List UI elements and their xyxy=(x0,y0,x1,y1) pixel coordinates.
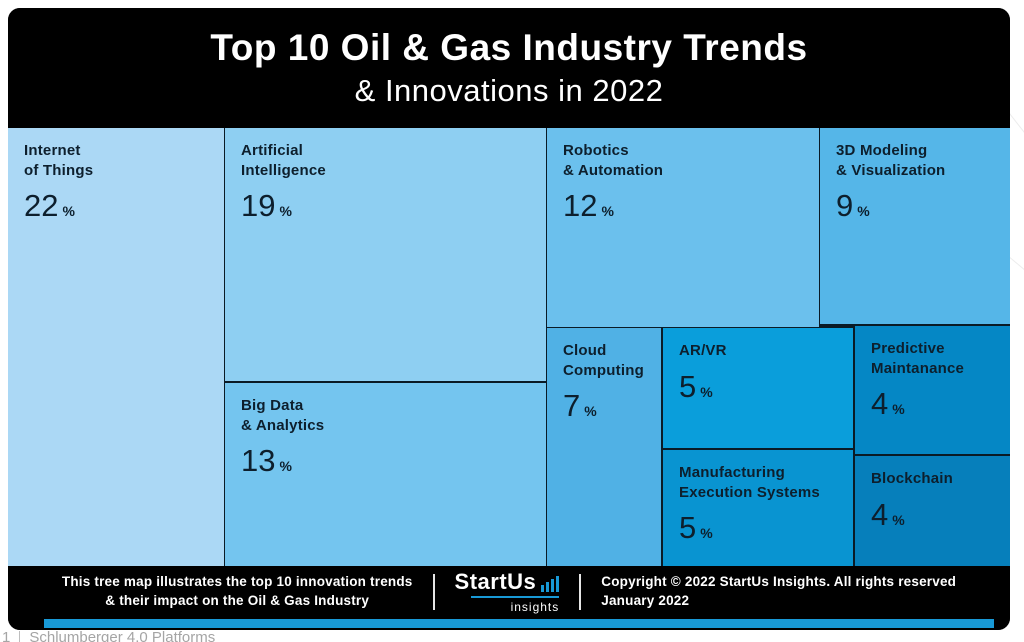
cell-value: 13% xyxy=(241,443,292,478)
page-list-item-schlumberger: 1 Schlumberger 4.0 Platforms xyxy=(2,629,215,642)
title-band: Top 10 Oil & Gas Industry Trends & Innov… xyxy=(8,8,1010,128)
footer-note-line1: This tree map illustrates the top 10 inn… xyxy=(61,574,413,590)
infographic-card: Top 10 Oil & Gas Industry Trends & Innov… xyxy=(8,8,1010,630)
cell-label: Predictive Maintanance xyxy=(871,340,965,377)
cell-label: Artificial Intelligence xyxy=(241,142,326,179)
cell-label: AR/VR xyxy=(679,342,727,359)
cell-value: 4% xyxy=(871,496,905,532)
logo-wordmark: StartUs xyxy=(454,568,537,594)
cell-value: 9% xyxy=(836,188,870,223)
cell-label: Robotics & Automation xyxy=(563,142,664,179)
treemap-cell-arvr: AR/VR 5% xyxy=(663,328,853,448)
logo-subtext: insights xyxy=(510,599,560,614)
cell-label: Internet of Things xyxy=(24,142,94,179)
list-item-divider xyxy=(19,630,21,642)
cell-value: 22% xyxy=(24,188,75,223)
footer-note-line2: & their impact on the Oil & Gas Industry xyxy=(105,593,370,608)
treemap: Internet of Things 22% Artificial Intelligen… xyxy=(8,128,1010,566)
treemap-cell-cloud: Cloud Computing 7% xyxy=(547,328,661,566)
treemap-cell-blockchain: Blockchain 4% xyxy=(855,456,1010,566)
footer-divider xyxy=(579,574,582,610)
page-title: Top 10 Oil & Gas Industry Trends xyxy=(210,27,808,68)
list-item-number: 1 xyxy=(2,629,11,642)
cell-value: 5% xyxy=(679,368,713,404)
treemap-cell-bigdata: Big Data & Analytics 13% xyxy=(225,383,546,566)
list-item-label: Schlumberger 4.0 Platforms xyxy=(29,629,216,642)
footer: This tree map illustrates the top 10 inn… xyxy=(8,566,1010,630)
cell-value: 19% xyxy=(241,188,292,223)
footer-divider xyxy=(432,574,435,610)
treemap-cell-predictive: Predictive Maintanance 4% xyxy=(855,326,1010,454)
cell-label: 3D Modeling & Visualization xyxy=(836,142,946,179)
cell-label: Manufacturing Execution Systems xyxy=(679,464,820,501)
cell-label: Big Data & Analytics xyxy=(241,397,325,434)
treemap-cell-robotics: Robotics & Automation 12% xyxy=(547,128,819,327)
copyright-line2: January 2022 xyxy=(601,593,690,608)
treemap-cell-modeling3d: 3D Modeling & Visualization 9% xyxy=(820,128,1010,324)
footer-note: This tree map illustrates the top 10 inn… xyxy=(62,573,413,611)
cell-value: 5% xyxy=(679,510,713,545)
cell-label: Cloud Computing xyxy=(563,342,644,379)
cell-value: 4% xyxy=(871,386,905,421)
cell-label: Blockchain xyxy=(871,470,954,487)
cell-value: 7% xyxy=(563,388,597,423)
accent-bar xyxy=(44,619,994,628)
startus-logo: StartUs insights xyxy=(454,568,560,614)
cell-value: 12% xyxy=(563,188,614,223)
treemap-cell-mes: Manufacturing Execution Systems 5% xyxy=(663,450,853,566)
logo-underline xyxy=(471,595,560,598)
copyright-text: Copyright © 2022 StartUs Insights. All r… xyxy=(601,573,956,611)
page-subtitle: & Innovations in 2022 xyxy=(354,73,664,109)
bar-chart-icon xyxy=(541,575,560,593)
treemap-cell-iot: Internet of Things 22% xyxy=(8,128,224,566)
treemap-cell-ai: Artificial Intelligence 19% xyxy=(225,128,546,381)
copyright-line1: Copyright © 2022 StartUs Insights. All r… xyxy=(601,574,957,590)
